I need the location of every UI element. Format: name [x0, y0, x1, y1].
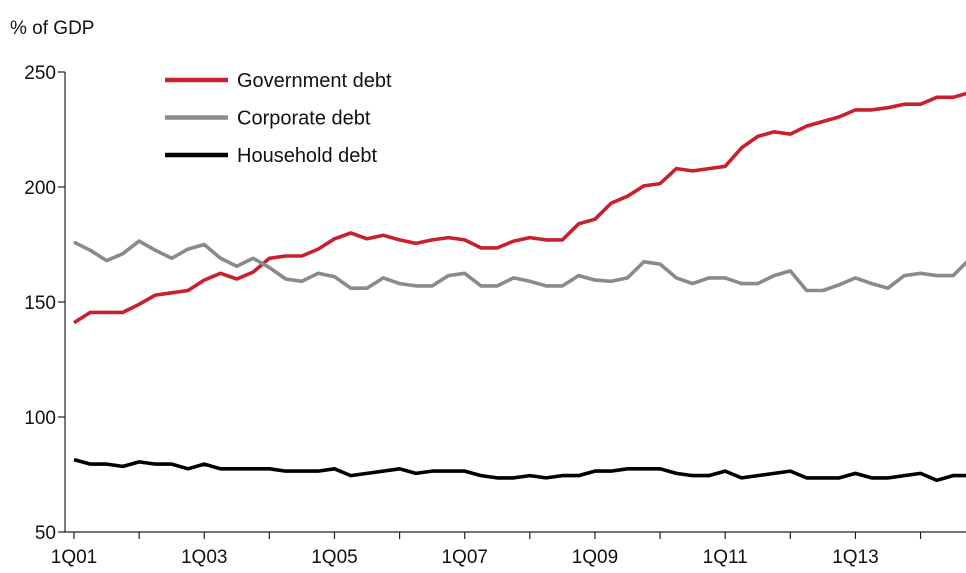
legend-label-government-debt: Government debt	[237, 70, 392, 92]
y-tick-label: 150	[24, 293, 56, 314]
y-tick-label: 50	[35, 523, 56, 544]
legend: Government debt Corporate debt Household d…	[165, 70, 392, 167]
series-line-household-debt	[73, 457, 966, 483]
x-tick-label: 1Q13	[832, 547, 878, 568]
axes: 50 100 150 200 250 1Q01 1Q03 1Q05 1Q07 1Q09 1Q11 1Q…	[24, 63, 966, 568]
series-line-government-debt	[73, 91, 966, 325]
series-layer	[73, 91, 966, 483]
x-tick-label: 1Q11	[703, 547, 748, 568]
legend-label-household-debt: Household debt	[237, 145, 378, 167]
x-tick-label: 1Q05	[311, 547, 357, 568]
x-tick-label: 1Q07	[441, 547, 487, 568]
series-line-corporate-debt	[73, 239, 966, 293]
y-tick-label: 200	[24, 178, 56, 199]
x-tick-label: 1Q09	[572, 547, 618, 568]
legend-label-corporate-debt: Corporate debt	[237, 108, 371, 130]
x-tick-label: 1Q03	[181, 547, 227, 568]
y-tick-label: 100	[24, 408, 56, 429]
y-axis-label: % of GDP	[10, 18, 94, 39]
x-tick-label: 1Q01	[51, 547, 97, 568]
y-tick-label: 250	[24, 63, 56, 84]
